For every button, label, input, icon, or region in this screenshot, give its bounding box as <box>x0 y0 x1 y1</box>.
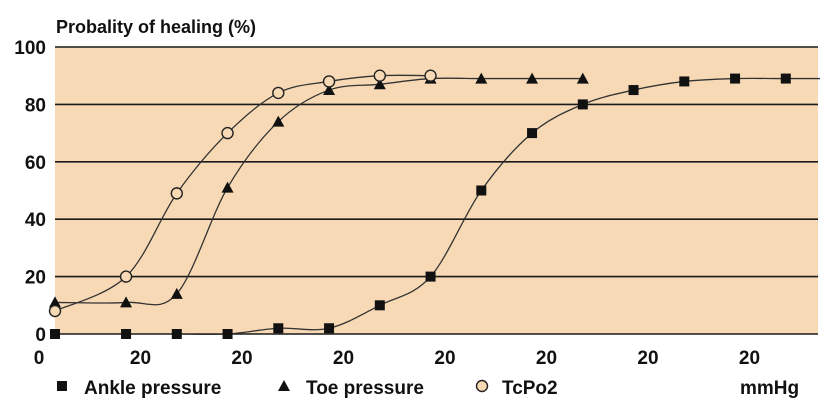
data-point-triangle <box>576 72 589 84</box>
plot-area <box>55 47 818 334</box>
legend-label: TcPo2 <box>502 378 558 399</box>
legend: Ankle pressure Toe pressure TcPo2 <box>57 378 558 399</box>
data-point-square <box>679 76 690 87</box>
legend-label: Ankle pressure <box>84 378 221 399</box>
x-tick-label: 20 <box>739 348 760 369</box>
data-point-circle <box>221 126 234 140</box>
y-tick-label: 60 <box>25 153 46 174</box>
chart-title: Probality of healing (%) <box>56 17 256 37</box>
data-point-triangle <box>170 287 183 299</box>
data-point-square <box>527 128 538 139</box>
data-point-circle <box>322 75 336 88</box>
data-point-square <box>171 329 182 339</box>
y-axis-ticks: 100 80 60 40 20 0 <box>14 38 46 346</box>
data-point-square <box>476 185 487 196</box>
data-point-triangle <box>272 115 285 127</box>
data-point-square <box>374 300 385 311</box>
data-point-triangle <box>221 181 234 193</box>
data-point-square <box>730 73 741 84</box>
x-tick-label: 20 <box>434 348 455 369</box>
y-tick-label: 100 <box>14 38 46 59</box>
data-point-square <box>121 329 132 339</box>
x-unit-label: mmHg <box>740 378 799 399</box>
data-point-circle <box>170 187 184 200</box>
data-point-circle <box>424 69 437 82</box>
x-tick-label: 20 <box>130 348 151 369</box>
data-point-square <box>273 323 284 334</box>
data-point-square <box>577 99 588 110</box>
data-point-circle <box>272 86 285 100</box>
data-point-triangle <box>49 296 61 308</box>
data-point-square <box>324 323 335 334</box>
data-point-circle <box>119 270 133 283</box>
series-line-triangle <box>54 77 583 306</box>
data-point-triangle <box>526 72 539 84</box>
y-tick-label: 0 <box>35 325 46 346</box>
y-tick-label: 20 <box>25 268 46 289</box>
y-tick-label: 40 <box>25 210 46 231</box>
data-point-triangle <box>475 72 488 84</box>
x-tick-label: 20 <box>637 348 658 369</box>
legend-marker-square <box>57 381 67 391</box>
x-axis-ticks: 02020202020202020 <box>34 348 760 369</box>
legend-marker-triangle <box>278 380 290 391</box>
data-point-circle <box>48 304 62 318</box>
data-point-triangle <box>120 296 133 308</box>
data-point-square <box>50 329 60 339</box>
data-point-triangle <box>373 78 386 90</box>
data-point-circle <box>373 69 386 82</box>
x-tick-label: 20 <box>231 348 252 369</box>
data-point-square <box>425 271 436 282</box>
data-point-square <box>628 85 639 96</box>
legend-marker-circle <box>475 379 489 393</box>
data-point-square <box>222 329 233 339</box>
x-tick-label: 20 <box>333 348 354 369</box>
legend-label: Toe pressure <box>306 378 424 399</box>
x-tick-label: 20 <box>536 348 557 369</box>
x-tick-label: 0 <box>34 348 45 369</box>
y-tick-label: 80 <box>25 95 46 116</box>
data-point-square <box>780 73 791 84</box>
series-markers <box>48 69 791 339</box>
data-point-triangle <box>323 84 336 96</box>
